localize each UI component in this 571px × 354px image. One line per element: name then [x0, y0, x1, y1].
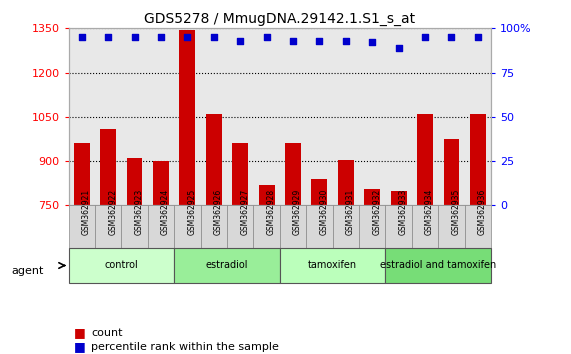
- Point: [130, 34, 139, 40]
- Bar: [74, 143, 90, 354]
- FancyBboxPatch shape: [122, 205, 148, 248]
- Point: [368, 40, 377, 45]
- Text: control: control: [104, 261, 138, 270]
- Bar: [470, 114, 486, 354]
- Text: GSM362935: GSM362935: [452, 188, 460, 235]
- Point: [183, 34, 192, 40]
- Point: [288, 38, 297, 44]
- Text: GSM362922: GSM362922: [108, 189, 117, 235]
- Bar: [312, 179, 327, 354]
- Bar: [127, 158, 142, 354]
- Point: [394, 45, 403, 51]
- FancyBboxPatch shape: [227, 205, 254, 248]
- Text: GSM362921: GSM362921: [82, 189, 91, 235]
- FancyBboxPatch shape: [174, 205, 200, 248]
- Point: [473, 34, 482, 40]
- Bar: [259, 185, 275, 354]
- Text: agent: agent: [11, 266, 44, 276]
- Text: GSM362930: GSM362930: [319, 188, 328, 235]
- Point: [103, 34, 112, 40]
- Text: estradiol: estradiol: [206, 261, 248, 270]
- FancyBboxPatch shape: [254, 205, 280, 248]
- FancyBboxPatch shape: [332, 205, 359, 248]
- Bar: [444, 139, 459, 354]
- Text: estradiol and tamoxifen: estradiol and tamoxifen: [380, 261, 496, 270]
- Text: GSM362924: GSM362924: [161, 189, 170, 235]
- Bar: [100, 129, 116, 354]
- Text: GSM362926: GSM362926: [214, 189, 223, 235]
- FancyBboxPatch shape: [359, 205, 385, 248]
- Point: [420, 34, 429, 40]
- FancyBboxPatch shape: [174, 248, 280, 283]
- Bar: [153, 161, 169, 354]
- Point: [77, 34, 86, 40]
- FancyBboxPatch shape: [439, 205, 465, 248]
- Bar: [364, 189, 380, 354]
- Text: GSM362931: GSM362931: [346, 189, 355, 235]
- FancyBboxPatch shape: [385, 205, 412, 248]
- FancyBboxPatch shape: [306, 205, 332, 248]
- Bar: [232, 143, 248, 354]
- Bar: [391, 190, 407, 354]
- FancyBboxPatch shape: [69, 248, 174, 283]
- Bar: [338, 160, 353, 354]
- Point: [262, 34, 271, 40]
- Bar: [206, 114, 222, 354]
- FancyBboxPatch shape: [200, 205, 227, 248]
- FancyBboxPatch shape: [385, 248, 491, 283]
- Point: [156, 34, 166, 40]
- Text: ■: ■: [74, 341, 86, 353]
- Text: GSM362923: GSM362923: [135, 189, 143, 235]
- Text: GSM362928: GSM362928: [267, 189, 276, 235]
- Bar: [179, 30, 195, 354]
- Text: GSM362932: GSM362932: [372, 189, 381, 235]
- Point: [209, 34, 218, 40]
- Text: GSM362929: GSM362929: [293, 189, 302, 235]
- Bar: [285, 143, 301, 354]
- Text: GSM362925: GSM362925: [187, 189, 196, 235]
- Text: percentile rank within the sample: percentile rank within the sample: [91, 342, 279, 352]
- Bar: [417, 114, 433, 354]
- Text: GSM362934: GSM362934: [425, 188, 434, 235]
- FancyBboxPatch shape: [280, 248, 385, 283]
- FancyBboxPatch shape: [69, 205, 95, 248]
- Point: [341, 38, 351, 44]
- FancyBboxPatch shape: [465, 205, 491, 248]
- Text: GSM362927: GSM362927: [240, 189, 249, 235]
- Text: GSM362936: GSM362936: [478, 188, 487, 235]
- Text: GSM362933: GSM362933: [399, 188, 408, 235]
- Point: [447, 34, 456, 40]
- FancyBboxPatch shape: [148, 205, 174, 248]
- Text: count: count: [91, 328, 123, 338]
- FancyBboxPatch shape: [95, 205, 122, 248]
- Title: GDS5278 / MmugDNA.29142.1.S1_s_at: GDS5278 / MmugDNA.29142.1.S1_s_at: [144, 12, 415, 26]
- Point: [236, 38, 245, 44]
- Text: ■: ■: [74, 326, 86, 339]
- Point: [315, 38, 324, 44]
- FancyBboxPatch shape: [412, 205, 439, 248]
- Text: tamoxifen: tamoxifen: [308, 261, 357, 270]
- FancyBboxPatch shape: [280, 205, 306, 248]
